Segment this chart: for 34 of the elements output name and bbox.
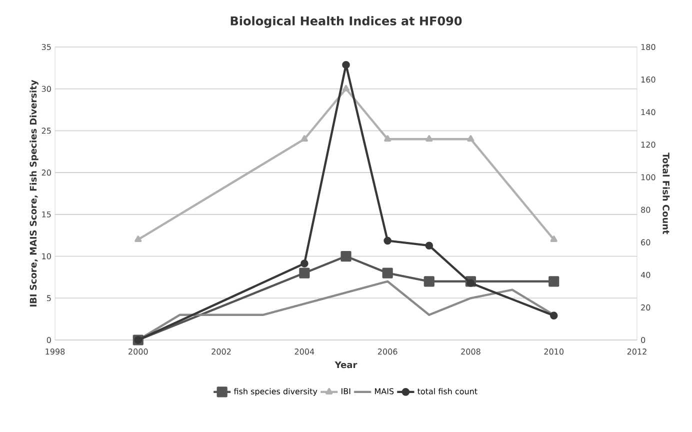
legend-label: total fish count: [418, 388, 478, 394]
y2-tick-label: 180: [641, 44, 656, 50]
y-axis-title: IBI Score, MAIS Score, Fish Species Diversity: [30, 80, 38, 306]
y2-tick-label: 0: [641, 336, 646, 344]
y2-tick-label: 160: [641, 76, 656, 83]
x-tick-label: 1998: [46, 348, 65, 355]
y-tick-label: 10: [42, 253, 51, 260]
x-tick-label: 2006: [378, 348, 398, 355]
legend-label: IBI: [342, 388, 350, 394]
x-tick-label: 2008: [461, 348, 480, 355]
y-tick-label: 30: [42, 86, 51, 92]
y2-axis-title: Total Fish Count: [662, 152, 670, 234]
legend-label: MAIS: [375, 388, 394, 394]
chart-title: Biological Health Indices at HF090: [230, 16, 462, 28]
x-tick-label: 2010: [544, 348, 564, 355]
y-tick-label: 0: [46, 336, 51, 344]
y-tick-label: 15: [42, 211, 51, 218]
legend-label: fish species diversity: [234, 388, 318, 396]
y2-tick-label: 20: [641, 304, 650, 310]
x-tick-label: 2002: [212, 348, 231, 355]
y2-tick-label: 40: [640, 272, 650, 278]
y2-tick-label: 120: [641, 142, 656, 148]
y-tick-label: 25: [42, 128, 51, 134]
y-tick-label: 5: [46, 295, 51, 302]
x-tick-label: 2000: [128, 348, 148, 355]
x-axis-title: Year: [334, 361, 358, 368]
y2-tick-label: 80: [641, 206, 650, 213]
x-tick-label: 2012: [627, 348, 646, 355]
y-tick-label: 35: [42, 44, 51, 50]
x-tick-label: 2004: [294, 348, 314, 355]
y-tick-label: 20: [42, 170, 51, 176]
y2-tick-label: 140: [641, 109, 656, 116]
y2-tick-label: 100: [641, 174, 656, 180]
y2-tick-label: 60: [641, 239, 650, 246]
